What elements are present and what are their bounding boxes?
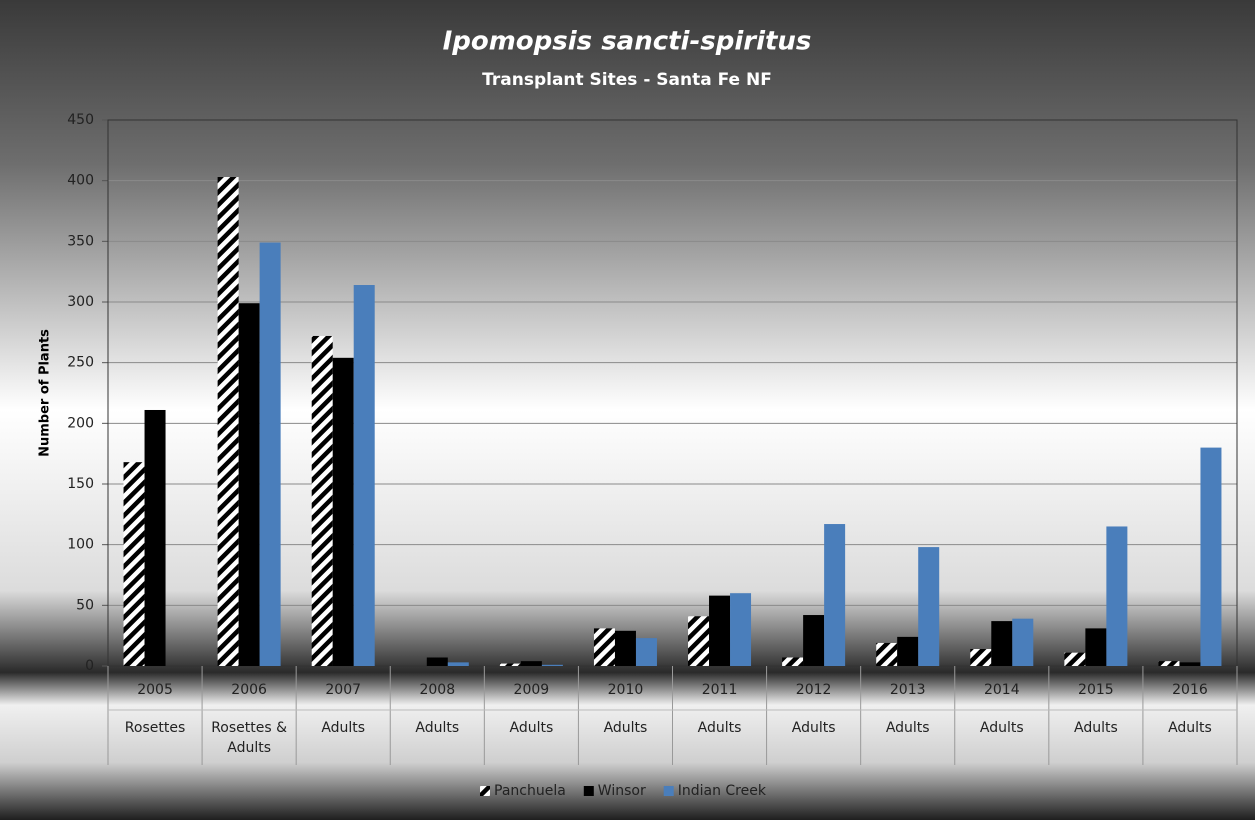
chart-subtitle: Transplant Sites - Santa Fe NF bbox=[482, 70, 772, 90]
bar bbox=[499, 663, 521, 666]
y-tick-label: 100 bbox=[67, 537, 94, 553]
x-tick-label: 2014 bbox=[984, 682, 1020, 698]
y-tick-label: 350 bbox=[67, 233, 94, 249]
bar bbox=[897, 636, 919, 666]
bar bbox=[824, 524, 846, 666]
category-sublabel: Adults bbox=[509, 720, 554, 736]
bar bbox=[353, 285, 375, 666]
x-tick-label: 2005 bbox=[137, 682, 173, 698]
bar bbox=[144, 409, 166, 666]
chart-title: Ipomopsis sancti-spiritus bbox=[443, 27, 812, 57]
bar bbox=[876, 642, 898, 666]
bar bbox=[1200, 447, 1222, 666]
bar bbox=[238, 303, 260, 666]
category-sublabel: Adults bbox=[697, 720, 742, 736]
y-tick-label: 200 bbox=[67, 415, 94, 431]
bar bbox=[803, 615, 825, 666]
bar bbox=[259, 242, 281, 666]
bar bbox=[1106, 526, 1128, 666]
y-tick-label: 0 bbox=[85, 658, 94, 674]
bar bbox=[217, 177, 239, 666]
y-tick-label: 250 bbox=[67, 355, 94, 371]
y-tick-label: 300 bbox=[67, 294, 94, 310]
x-tick-label: 2006 bbox=[231, 682, 267, 698]
bar bbox=[520, 661, 542, 666]
bar bbox=[1179, 662, 1201, 666]
bar bbox=[782, 657, 804, 666]
category-sublabel: Adults bbox=[791, 720, 836, 736]
bar bbox=[688, 616, 710, 666]
bar bbox=[1064, 652, 1086, 666]
category-sublabel: Rosettes bbox=[124, 720, 186, 736]
legend-label: Indian Creek bbox=[678, 783, 767, 799]
bar bbox=[730, 593, 752, 666]
x-tick-label: 2013 bbox=[890, 682, 926, 698]
category-sublabel: Adults bbox=[979, 720, 1024, 736]
bar bbox=[311, 335, 333, 666]
bar bbox=[123, 462, 145, 666]
y-tick-label: 50 bbox=[76, 597, 94, 613]
x-tick-label: 2016 bbox=[1172, 682, 1208, 698]
bar bbox=[1012, 618, 1034, 666]
category-sublabel: Adults bbox=[885, 720, 930, 736]
bar bbox=[541, 664, 563, 666]
y-tick-label: 450 bbox=[67, 112, 94, 128]
bar bbox=[426, 657, 448, 666]
bar bbox=[593, 628, 615, 666]
bar bbox=[635, 638, 657, 666]
y-axis-label: Number of Plants bbox=[38, 329, 53, 457]
x-tick-label: 2010 bbox=[608, 682, 644, 698]
bar bbox=[709, 595, 731, 666]
x-tick-label: 2012 bbox=[796, 682, 832, 698]
x-tick-label: 2015 bbox=[1078, 682, 1114, 698]
bar bbox=[447, 662, 469, 666]
legend-swatch bbox=[480, 786, 490, 796]
bar bbox=[918, 547, 940, 666]
category-sublabel: Adults bbox=[603, 720, 648, 736]
bar bbox=[332, 357, 354, 666]
category-sublabel: Adults bbox=[1073, 720, 1118, 736]
legend-swatch bbox=[663, 786, 674, 796]
bar bbox=[1158, 661, 1180, 666]
x-tick-label: 2008 bbox=[419, 682, 455, 698]
legend-label: Panchuela bbox=[494, 783, 566, 799]
category-sublabel: Adults bbox=[1168, 720, 1212, 736]
category-sublabel: Adults bbox=[321, 720, 366, 736]
x-tick-label: 2009 bbox=[514, 682, 550, 698]
bar bbox=[614, 630, 636, 666]
bar bbox=[970, 649, 992, 666]
bar bbox=[1085, 628, 1107, 666]
x-tick-label: 2011 bbox=[702, 682, 738, 698]
legend-swatch bbox=[583, 786, 594, 796]
category-sublabel: Adults bbox=[415, 720, 460, 736]
y-tick-label: 150 bbox=[67, 476, 94, 492]
y-tick-label: 400 bbox=[67, 173, 94, 189]
bar bbox=[991, 621, 1013, 666]
category-sublabel: Rosettes & Adults bbox=[211, 720, 288, 756]
x-tick-label: 2007 bbox=[325, 682, 361, 698]
legend-label: Winsor bbox=[598, 783, 646, 799]
